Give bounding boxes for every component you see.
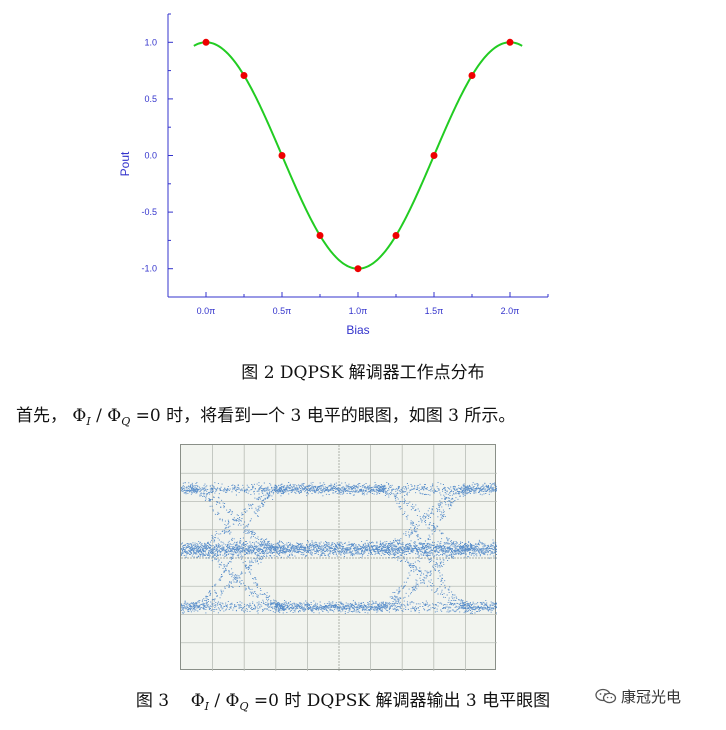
y-tick-label: -1.0 xyxy=(141,264,157,274)
y-axis-label: Pout xyxy=(118,151,132,176)
operating-point xyxy=(430,152,438,159)
operating-point xyxy=(316,232,324,240)
figure-2-caption: 图 2 DQPSK 解调器工作点分布 xyxy=(241,363,485,383)
operating-point xyxy=(240,71,248,79)
x-tick-label: 2.0π xyxy=(501,306,520,316)
eye-traces xyxy=(181,481,497,615)
paragraph-rest: =0 时，将看到一个 3 电平的眼图，如图 3 所示。 xyxy=(130,406,516,426)
operating-point xyxy=(278,152,286,159)
x-tick-label: 0.0π xyxy=(197,306,216,316)
figure-3-caption: 图 3 ΦI / ΦQ =0 时 DQPSK 解调器输出 3 电平眼图 xyxy=(0,686,706,713)
phi-q-symbol: ΦQ xyxy=(225,691,249,713)
eye-grid xyxy=(181,445,497,671)
eye-diagram xyxy=(180,444,497,671)
operating-point xyxy=(354,265,362,273)
figure-3-label: 图 3 xyxy=(135,691,170,711)
x-tick-label: 1.0π xyxy=(349,306,368,316)
wechat-icon xyxy=(595,687,617,709)
y-tick-label: -0.5 xyxy=(141,207,157,217)
bias-chart: 1.0 0.5 0.0 -0.5 -1.0 0.0π 0.5π 1.0π 1.5π 2.0π Bi… xyxy=(118,13,549,337)
y-tick-label: 1.0 xyxy=(144,37,157,47)
phi-i-symbol: ΦI xyxy=(72,406,91,428)
figure-3-text: =0 时 DQPSK 解调器输出 3 电平眼图 xyxy=(248,691,551,711)
x-tick-label: 1.5π xyxy=(425,306,444,316)
chart-points xyxy=(202,38,514,273)
chart-ticks: 1.0 0.5 0.0 -0.5 -1.0 0.0π 0.5π 1.0π 1.5π 2.0π xyxy=(141,13,549,316)
paragraph-lead: 首先， xyxy=(16,406,67,426)
operating-point xyxy=(392,232,400,240)
y-tick-label: 0.5 xyxy=(144,94,157,104)
phi-i-symbol: ΦI xyxy=(190,691,209,713)
chart-axes xyxy=(167,14,548,298)
ratio-slash: / xyxy=(90,406,108,426)
phi-q-symbol: ΦQ xyxy=(107,406,131,428)
operating-point xyxy=(202,38,210,46)
ratio-slash: / xyxy=(208,691,226,711)
watermark-text: 康冠光电 xyxy=(621,688,682,706)
operating-point xyxy=(468,71,476,79)
operating-point xyxy=(506,38,514,46)
body-paragraph: 首先， ΦI / ΦQ =0 时，将看到一个 3 电平的眼图，如图 3 所示。 xyxy=(16,401,515,428)
watermark: 康冠光电 xyxy=(595,686,681,709)
y-tick-label: 0.0 xyxy=(144,151,157,161)
x-axis-label: Bias xyxy=(346,323,369,337)
x-tick-label: 0.5π xyxy=(273,306,292,316)
